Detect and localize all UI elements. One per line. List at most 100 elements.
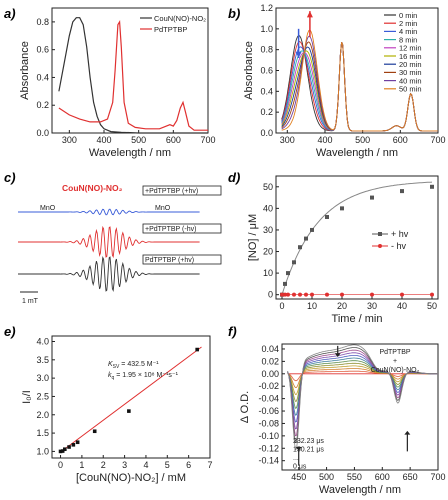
panel-e-ytick-label: 3.5 — [36, 355, 49, 365]
panel-a-series-1 — [58, 19, 208, 131]
panel-d-ytick-label: 20 — [263, 247, 273, 257]
panel-f-arrow-up-head — [404, 430, 411, 435]
panel-d-legend-marker-1 — [378, 244, 382, 248]
panel-e-point-0 — [58, 449, 63, 454]
panel-e-kq-symbol: k — [108, 372, 112, 379]
panel-label-a: a) — [4, 6, 16, 21]
panel-b-xtick-label: 500 — [355, 135, 370, 145]
panel-f-trace-11 — [287, 344, 438, 451]
panel-a-xtick-label: 500 — [131, 135, 146, 145]
panel-f-time-2: ... — [293, 455, 299, 462]
panel-a-legend-entry-0: CouN(NO)-NO₂ — [154, 14, 206, 23]
panel-c-scalebar-label: 1 mT — [22, 298, 39, 305]
panel-f-ytick-label: -0.08 — [258, 418, 279, 428]
panel-d-point-0-7 — [325, 215, 329, 219]
panel-e-ksv-sub: SV — [113, 364, 120, 370]
panel-e-ksv-value: = 432.5 M⁻¹ — [119, 361, 159, 368]
panel-f-ytick-label: -0.14 — [258, 456, 279, 466]
panel-d-frame — [275, 175, 439, 300]
panel-d-point-1-0 — [280, 292, 284, 297]
panel-e-ytick-label: 2.5 — [36, 391, 49, 401]
panel-b-legend-entry-4: 12 min — [399, 44, 422, 53]
panel-e-kq-value: = 1.95 × 10⁸ M⁻¹s⁻¹ — [114, 372, 178, 379]
panel-a-xlabel: Wavelength / nm — [89, 147, 171, 159]
panel-f-time-3: 0 μs — [293, 464, 307, 471]
panel-b-xtick-label: 300 — [280, 135, 295, 145]
panel-f-time-0: 232.23 μs — [293, 438, 324, 445]
panel-a-ytick-label: 0.0 — [36, 128, 49, 138]
panel-f-xtick-label: 700 — [430, 472, 445, 482]
panel-f-trace-7 — [287, 354, 438, 423]
panel-f-arrow-left-head — [295, 447, 302, 451]
panel-d-legend-marker-0 — [378, 232, 382, 236]
panel-f-ytick-label: 0.02 — [261, 356, 279, 366]
panel-b-ytick-label: 1.0 — [260, 24, 273, 34]
panel-f-xtick-label: 550 — [347, 472, 362, 482]
panel-d-ylabel: [NO] / μM — [247, 214, 259, 261]
panel-e-xtick-label: 4 — [143, 460, 148, 470]
panel-d-point-1-4 — [298, 292, 302, 297]
panel-b: 300 400 500 600 700 0.0 0.2 0.4 0.6 0.8 1.0 1.2 Wave… — [243, 3, 446, 159]
panel-d-point-1-8 — [340, 292, 344, 297]
panel-e-ytick-label: 3.0 — [36, 373, 49, 383]
panel-e-point-3 — [67, 445, 71, 449]
panel-c: CouN(NO)-NO₂ +PdTPTBP (+hv) +PdTPTBP (-hv)… — [18, 183, 222, 305]
panel-e-xtick-label: 0 — [58, 460, 63, 470]
panel-d-xtick-label: 40 — [397, 301, 407, 311]
panel-a-ytick-label: 0.2 — [36, 100, 49, 110]
panel-e-kq-sub: q — [112, 375, 115, 381]
panel-b-xtick-label: 400 — [317, 135, 332, 145]
panel-d-ytick-label: 30 — [263, 225, 273, 235]
panel-c-mno-left: MnO — [40, 205, 56, 212]
panel-d-point-1-2 — [286, 292, 290, 297]
panel-d-point-0-1 — [283, 281, 287, 286]
panel-e-point-2 — [63, 447, 67, 452]
panel-d-legend-entry-1: - hv — [391, 241, 407, 251]
panel-d-xtick-label: 0 — [279, 301, 284, 311]
panel-a-ylabel: Absorbance — [19, 41, 31, 100]
panel-e-fit-line — [60, 346, 202, 453]
panel-e-ksv-symbol: K — [108, 361, 113, 368]
panel-f-ytick-label: -0.12 — [258, 443, 279, 453]
panel-b-arrow-down-head — [295, 51, 302, 58]
panel-e: 0 1 2 3 4 5 6 7 1.0 1.5 2.0 2.5 3.0 3.5 4.0 [CouN(NO)-N… — [21, 335, 213, 484]
panel-e-ytick-label: 1.0 — [36, 446, 49, 456]
panel-f-ytick-label: -0.06 — [258, 406, 279, 416]
panel-d-point-1-3 — [292, 292, 296, 297]
panel-a-xtick-label: 700 — [200, 135, 215, 145]
panel-d-ytick-label: 10 — [263, 268, 273, 278]
panel-a-xtick-label: 400 — [96, 135, 111, 145]
panel-e-xtick-label: 6 — [186, 460, 191, 470]
panel-e-annotation-ksv: KSV = 432.5 M⁻¹ — [108, 361, 159, 370]
panel-f-note-1: PdTPTBP — [379, 349, 410, 356]
panel-b-series-9 — [281, 29, 438, 132]
panel-f-xtick-label: 650 — [403, 472, 418, 482]
panel-e-frame — [51, 335, 211, 459]
panel-d-point-0-11 — [430, 184, 434, 189]
panel-f-xtick-label: 450 — [291, 472, 306, 482]
panel-e-annotation-kq: kq = 1.95 × 10⁸ M⁻¹s⁻¹ — [108, 372, 179, 381]
panel-c-label-1: +PdTPTBP (-hv) — [145, 226, 196, 233]
panel-d-point-0-3 — [292, 260, 296, 265]
panel-f-time-1: 150.21 μs — [293, 447, 324, 454]
panel-b-ytick-label: 0.6 — [260, 66, 273, 76]
panel-f-note-3: CouN(NO)-NO₂ — [371, 367, 420, 374]
panel-e-xlabel: [CouN(NO)-NO₂] / mM — [76, 472, 186, 484]
panel-c-spectrum-0 — [18, 208, 200, 216]
panel-a-ytick-label: 0.8 — [36, 17, 49, 27]
panel-f-ytick-label: 0.04 — [261, 344, 279, 354]
panel-e-point-8 — [195, 347, 199, 352]
panel-a: 300 400 500 600 700 0.0 0.2 0.4 0.6 0.8 Wavelength… — [19, 7, 216, 159]
panel-b-legend-entry-5: 16 min — [399, 52, 422, 61]
panel-e-ytick-label: 1.5 — [36, 428, 49, 438]
panel-d-point-0-4 — [298, 245, 302, 250]
panel-label-b: b) — [228, 6, 240, 21]
panel-d-point-1-7 — [325, 292, 329, 297]
panel-c-label-0: +PdTPTBP (+hv) — [145, 188, 198, 195]
panel-e-xtick-label: 3 — [122, 460, 127, 470]
panel-b-ytick-label: 0.4 — [260, 86, 273, 96]
panel-e-xtick-label: 5 — [165, 460, 170, 470]
panel-c-mno-right: MnO — [155, 205, 171, 212]
panel-d-xtick-label: 50 — [427, 301, 437, 311]
panel-d-xtick-label: 30 — [367, 301, 377, 311]
